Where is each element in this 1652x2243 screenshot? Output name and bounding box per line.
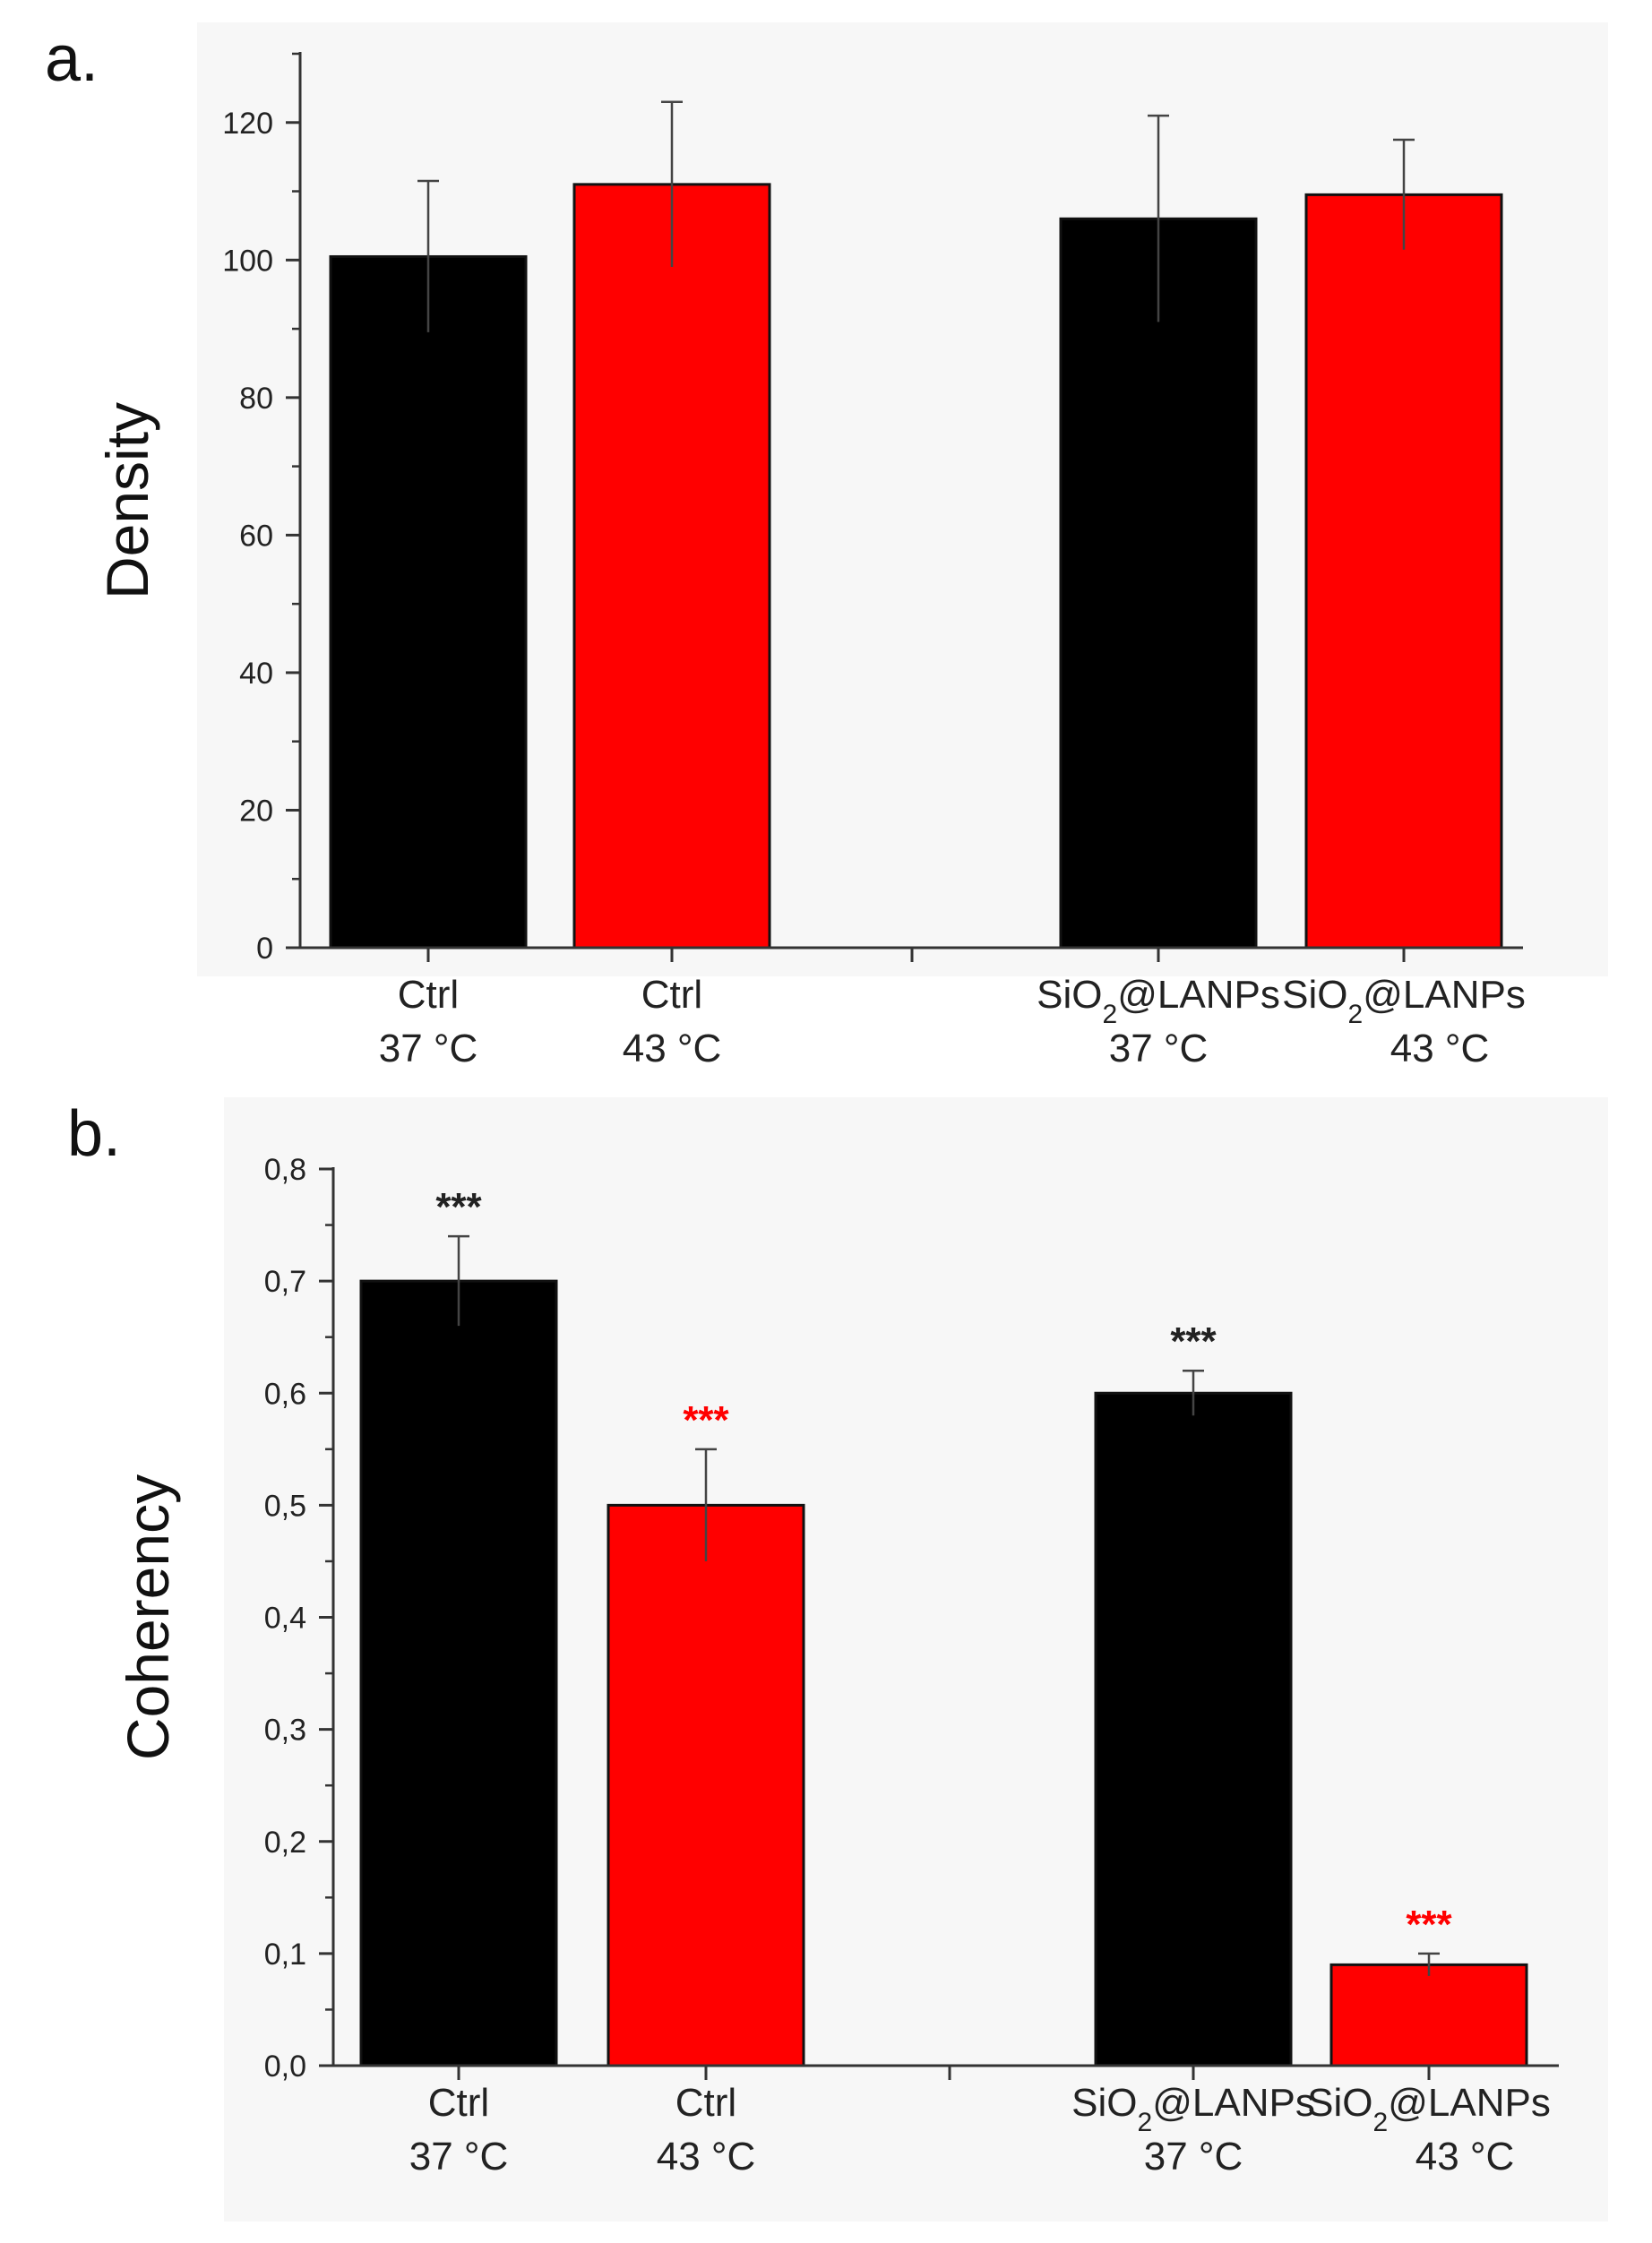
y-tick-label: 0,0 [264, 2050, 306, 2084]
y-tick-label: 0,6 [264, 1377, 306, 1411]
y-tick-label: 0 [256, 932, 273, 966]
y-tick-label: 0,7 [264, 1265, 306, 1299]
significance-marker: *** [435, 1185, 482, 1229]
y-axis-title: Density [94, 402, 160, 599]
y-tick-label: 120 [222, 107, 273, 141]
category-label-line1: SiO2@LANPs [1071, 2081, 1315, 2137]
y-tick-label: 20 [239, 794, 273, 828]
y-tick-label: 60 [239, 519, 273, 553]
category-label-line2: 43 °C [1390, 1027, 1490, 1070]
bar [1059, 217, 1258, 950]
bar [1094, 1391, 1293, 2067]
category-label-line1: Ctrl [398, 973, 459, 1017]
y-tick-label: 0,8 [264, 1153, 306, 1187]
bar [1329, 1963, 1528, 2067]
bar [359, 1279, 558, 2067]
panel-b-coherency-chart: b. Coherency *** *** *** *** 0,0 0,1 0,2 0,3 0,4 0,… [67, 1097, 1608, 2222]
y-tick-label: 0,1 [264, 1938, 306, 1972]
y-tick-label: 40 [239, 657, 273, 691]
bar [572, 183, 771, 950]
category-label-line2: 43 °C [623, 1027, 722, 1070]
category-label-line2: 43 °C [1415, 2135, 1515, 2179]
panel-a-density-chart: a. Density 0 20 40 60 80 100 120 Ctrl 37 °C Ctrl 43 … [45, 22, 1608, 1070]
category-label-line1: Ctrl [428, 2081, 489, 2125]
significance-marker: *** [1406, 1903, 1452, 1947]
y-tick-label: 100 [222, 244, 273, 278]
category-label-line1: Ctrl [675, 2081, 736, 2125]
category-label-line1: Ctrl [641, 973, 702, 1017]
bar [607, 1503, 805, 2067]
bar [329, 254, 528, 950]
category-label-line2: 37 °C [1109, 1027, 1209, 1070]
y-tick-label: 0,2 [264, 1826, 306, 1860]
category-label-line1: SiO2@LANPs [1037, 973, 1280, 1029]
y-tick-label: 0,5 [264, 1489, 306, 1523]
panel-label: b. [67, 1098, 121, 1170]
category-label-line1: SiO2@LANPs [1307, 2081, 1551, 2137]
y-tick-label: 0,3 [264, 1714, 306, 1748]
category-label-line2: 43 °C [657, 2135, 756, 2179]
y-axis-title: Coherency [115, 1474, 181, 1760]
panel-label: a. [45, 23, 99, 95]
category-label-line2: 37 °C [379, 1027, 478, 1070]
bar [1304, 193, 1503, 950]
category-label-line2: 37 °C [1144, 2135, 1243, 2179]
y-tick-label: 0,4 [264, 1602, 306, 1636]
category-label-line1: SiO2@LANPs [1282, 973, 1526, 1029]
y-tick-label: 80 [239, 382, 273, 416]
category-label-line2: 37 °C [409, 2135, 509, 2179]
significance-marker: *** [1170, 1319, 1217, 1363]
significance-marker: *** [683, 1398, 729, 1442]
